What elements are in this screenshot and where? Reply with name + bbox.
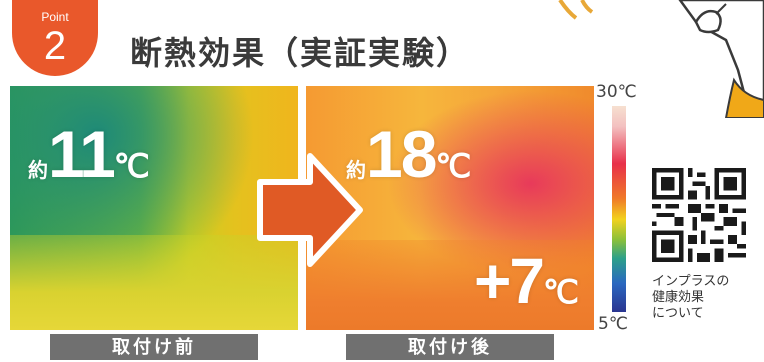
qr-code-icon[interactable] [652, 168, 746, 262]
point-label: Point [41, 10, 69, 24]
scale-min-label: 5℃ [598, 314, 628, 334]
approx-prefix: 約 [346, 160, 366, 182]
point-badge: Point 2 [12, 0, 98, 76]
temperature-difference: +7℃ [474, 244, 579, 318]
scale-max-label: 30℃ [596, 82, 637, 102]
thermal-image-before [10, 86, 298, 330]
point-number: 2 [43, 24, 67, 68]
temperature-color-scale [612, 106, 626, 312]
temperature-value: 18 [366, 117, 437, 191]
temperature-after: 約18℃ [346, 116, 471, 192]
temperature-unit: ℃ [113, 148, 150, 184]
label-after: 取付け後 [346, 334, 554, 360]
qr-caption: インプラスの 健康効果 について [652, 274, 730, 321]
difference-value: +7 [474, 245, 545, 317]
page-title: 断熱効果（実証実験） [130, 34, 471, 72]
arrow-right-icon [257, 153, 363, 267]
person-illustration [558, 0, 764, 118]
temperature-before: 約11℃ [28, 116, 150, 192]
label-before: 取付け前 [50, 334, 258, 360]
approx-prefix: 約 [28, 160, 48, 182]
temperature-value: 11 [48, 117, 116, 191]
temperature-unit: ℃ [435, 148, 472, 184]
difference-unit: ℃ [542, 274, 579, 310]
